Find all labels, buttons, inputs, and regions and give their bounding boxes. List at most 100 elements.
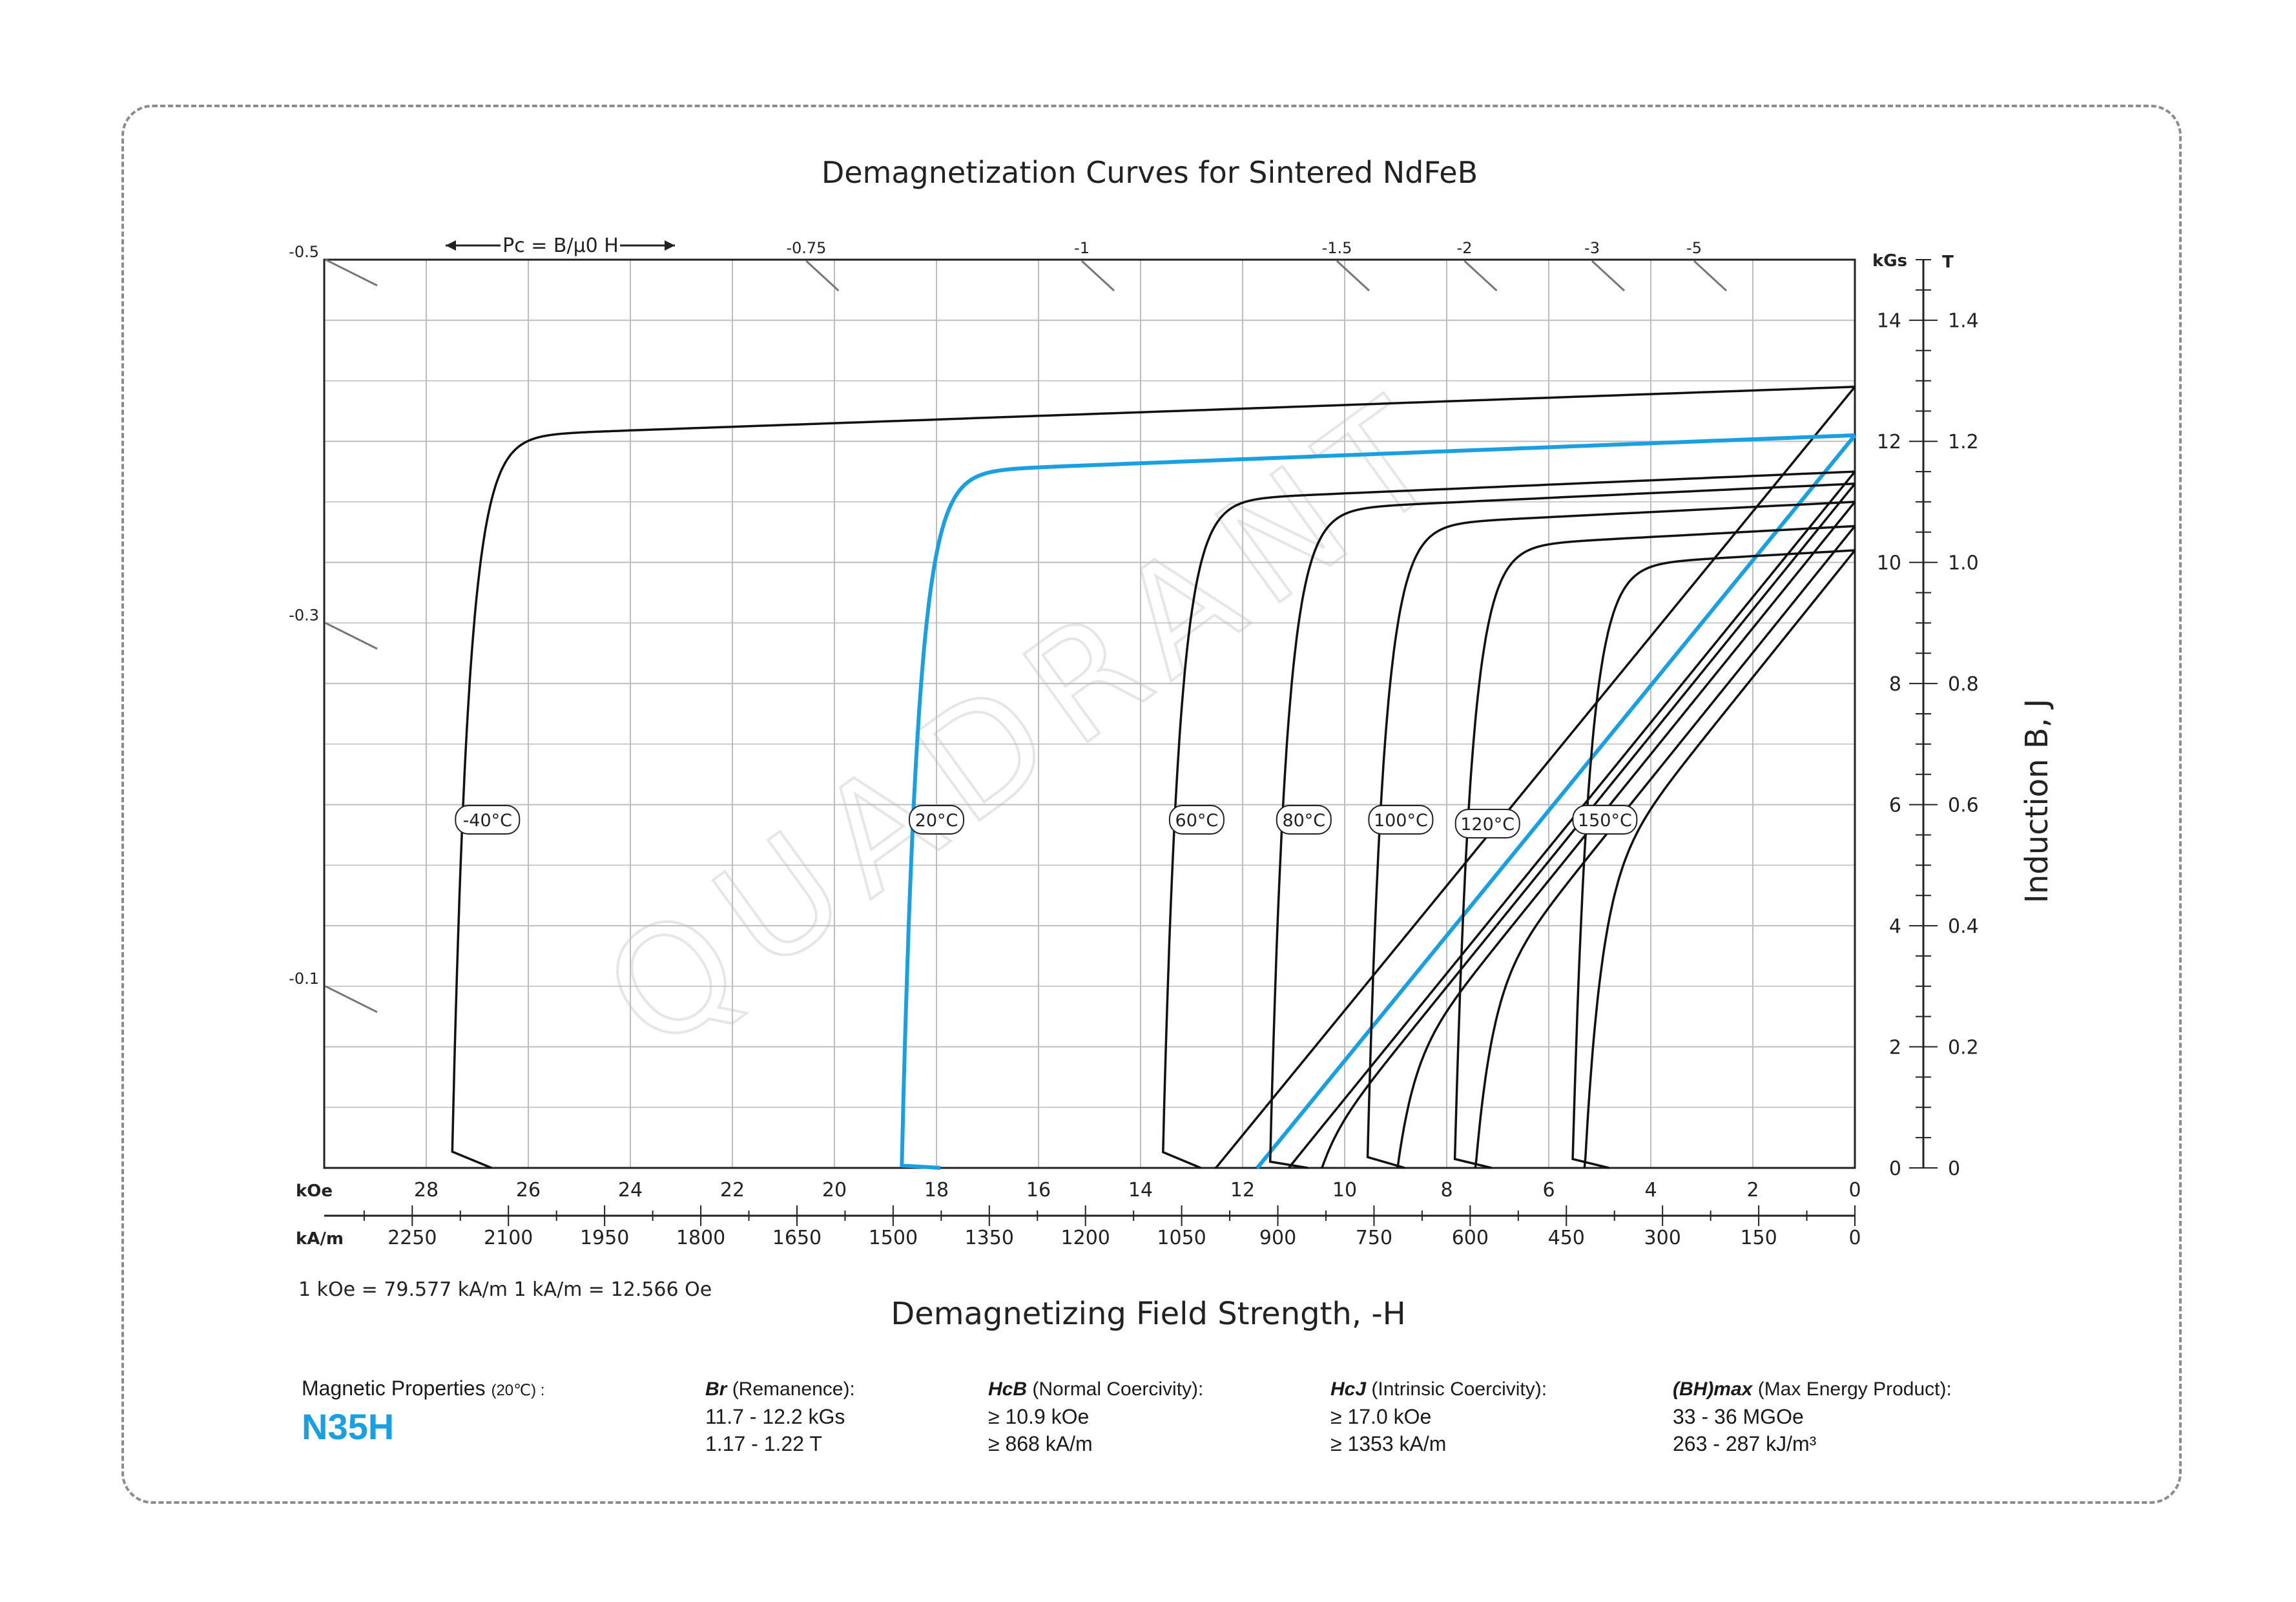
y-tick-label-kgs: 6 — [1889, 795, 1901, 817]
x-tick-label-koe: 10 — [1332, 1179, 1357, 1202]
curve-label: 150°C — [1578, 811, 1632, 831]
intrinsic-curve-150°C — [1571, 549, 1856, 1169]
pc-arrowhead-left — [446, 240, 456, 251]
pc-tick — [1693, 260, 1728, 292]
intrinsic-curve-120°C — [1453, 525, 1856, 1169]
x-tick-label-kam: 1350 — [965, 1227, 1014, 1249]
bh-value-kj: 263 - 287 kJ/m³ — [1673, 1432, 1817, 1455]
hcb-label: (Normal Coercivity): — [1032, 1378, 1204, 1400]
x-tick-label-kam: 1200 — [1061, 1227, 1110, 1249]
pc-tick-label: -0.1 — [289, 970, 319, 988]
br-label: (Remanence): — [732, 1378, 855, 1400]
x-tick-label-koe: 22 — [720, 1179, 745, 1202]
x-tick-label-kam: 450 — [1548, 1227, 1585, 1249]
pc-tick — [1463, 260, 1498, 292]
x-tick-label-kam: 0 — [1848, 1227, 1861, 1249]
intrinsic-coercivity-block: HcJ (Intrinsic Coercivity): ≥ 17.0 kOe ≥… — [1330, 1376, 1547, 1457]
x-tick-label-kam: 300 — [1644, 1227, 1681, 1249]
x-tick-label-kam: 900 — [1259, 1227, 1296, 1249]
y-tick-label-t: 1.2 — [1948, 431, 1979, 453]
normal-curve--40°C — [1214, 386, 1856, 1169]
y-tick-label-t: 1.4 — [1948, 310, 1979, 333]
curve-label: 60°C — [1175, 811, 1219, 831]
x-tick-label-koe: 16 — [1026, 1179, 1051, 1202]
pc-tick — [1591, 260, 1626, 292]
y-tick-label-t: 0.8 — [1948, 673, 1979, 696]
pc-tick-label: -0.3 — [289, 606, 319, 624]
x-tick-label-koe: 24 — [618, 1179, 643, 1202]
properties-heading: Magnetic Properties (20℃) : — [302, 1375, 544, 1404]
bh-label: (Max Energy Product): — [1757, 1378, 1952, 1400]
y-unit-t: T — [1942, 253, 1954, 272]
x-tick-label-koe: 18 — [924, 1179, 949, 1202]
x-tick-label-kam: 150 — [1740, 1227, 1777, 1249]
curve-label-box — [909, 805, 964, 835]
pc-tick-label: -0.75 — [786, 239, 826, 257]
pc-tick — [805, 260, 840, 292]
curve-label-box — [1168, 805, 1225, 835]
intrinsic-curve-80°C — [1268, 483, 1856, 1169]
pc-label: Pc = B/μ0 H — [502, 234, 619, 257]
pc-tick-label: -5 — [1686, 239, 1702, 257]
y-axis-title: Induction B, J — [2019, 699, 2055, 904]
curve-label: 20°C — [915, 811, 958, 831]
hcj-value-koe: ≥ 17.0 kOe — [1330, 1405, 1432, 1428]
x-tick-label-koe: 28 — [414, 1179, 439, 1202]
x-tick-label-koe: 26 — [516, 1179, 541, 1202]
x-tick-label-koe: 8 — [1440, 1179, 1453, 1202]
x-tick-label-kam: 750 — [1356, 1227, 1392, 1249]
y-tick-label-kgs: 8 — [1889, 673, 1901, 696]
pc-tick-label: -1.5 — [1322, 239, 1352, 257]
y-tick-label-kgs: 14 — [1877, 310, 1901, 333]
remanence-block: Br (Remanence): 11.7 - 12.2 kGs 1.17 - 1… — [705, 1376, 855, 1457]
y-tick-label-t: 0.4 — [1948, 915, 1979, 938]
bh-symbol: (BH)max — [1673, 1378, 1753, 1400]
properties-heading-note: (20℃) : — [491, 1382, 545, 1399]
x-tick-label-kam: 1950 — [580, 1227, 629, 1249]
curve-label-box — [1572, 805, 1638, 835]
curve-label: -40°C — [463, 811, 512, 831]
x-unit-kam: kA/m — [296, 1229, 344, 1249]
x-tick-label-kam: 1500 — [869, 1227, 918, 1249]
intrinsic-curve-60°C — [1162, 470, 1856, 1169]
x-tick-label-kam: 1050 — [1157, 1227, 1206, 1249]
x-tick-label-koe: 2 — [1746, 1179, 1759, 1202]
x-tick-label-koe: 0 — [1848, 1179, 1861, 1202]
br-value-kgs: 11.7 - 12.2 kGs — [705, 1405, 845, 1428]
x-tick-label-kam: 2250 — [388, 1227, 437, 1249]
hcb-value-kam: ≥ 868 kA/m — [988, 1432, 1093, 1455]
pc-tick-label: -1 — [1074, 239, 1090, 257]
y-tick-label-kgs: 4 — [1889, 915, 1901, 938]
pc-arrowhead-right — [665, 240, 675, 251]
properties-heading-text: Magnetic Properties — [302, 1377, 486, 1400]
normal-curve-20°C — [1256, 433, 1857, 1170]
y-unit-kgs: kGs — [1872, 251, 1907, 271]
hcj-label: (Intrinsic Coercivity): — [1371, 1378, 1547, 1400]
intrinsic-curve--40°C — [451, 386, 1856, 1169]
y-tick-label-t: 0.2 — [1948, 1037, 1979, 1059]
hcj-symbol: HcJ — [1330, 1378, 1367, 1400]
normal-curve-120°C — [1474, 525, 1856, 1169]
x-axis-title: Demagnetizing Field Strength, -H — [891, 1296, 1406, 1332]
normal-curve-60°C — [1287, 470, 1856, 1169]
pc-tick — [1336, 260, 1370, 292]
x-tick-label-kam: 1800 — [676, 1227, 725, 1249]
curve-label: 120°C — [1460, 815, 1515, 835]
grade-name: N35H — [302, 1406, 395, 1447]
curve-label-box — [1454, 809, 1520, 839]
br-symbol: Br — [705, 1378, 727, 1400]
y-tick-label-t: 0 — [1948, 1158, 1960, 1180]
normal-curve-150°C — [1583, 549, 1856, 1169]
normal-curve-100°C — [1396, 501, 1856, 1169]
page-frame — [121, 105, 2182, 1504]
x-unit-koe: kOe — [296, 1181, 333, 1201]
curve-label-box — [455, 805, 521, 835]
curve-label: 100°C — [1374, 811, 1428, 831]
pc-tick — [325, 258, 378, 287]
y-tick-label-kgs: 0 — [1889, 1158, 1901, 1180]
x-tick-label-koe: 20 — [822, 1179, 847, 1202]
y-tick-label-kgs: 12 — [1877, 431, 1901, 453]
pc-tick — [1081, 260, 1115, 292]
x-tick-label-kam: 600 — [1452, 1227, 1489, 1249]
